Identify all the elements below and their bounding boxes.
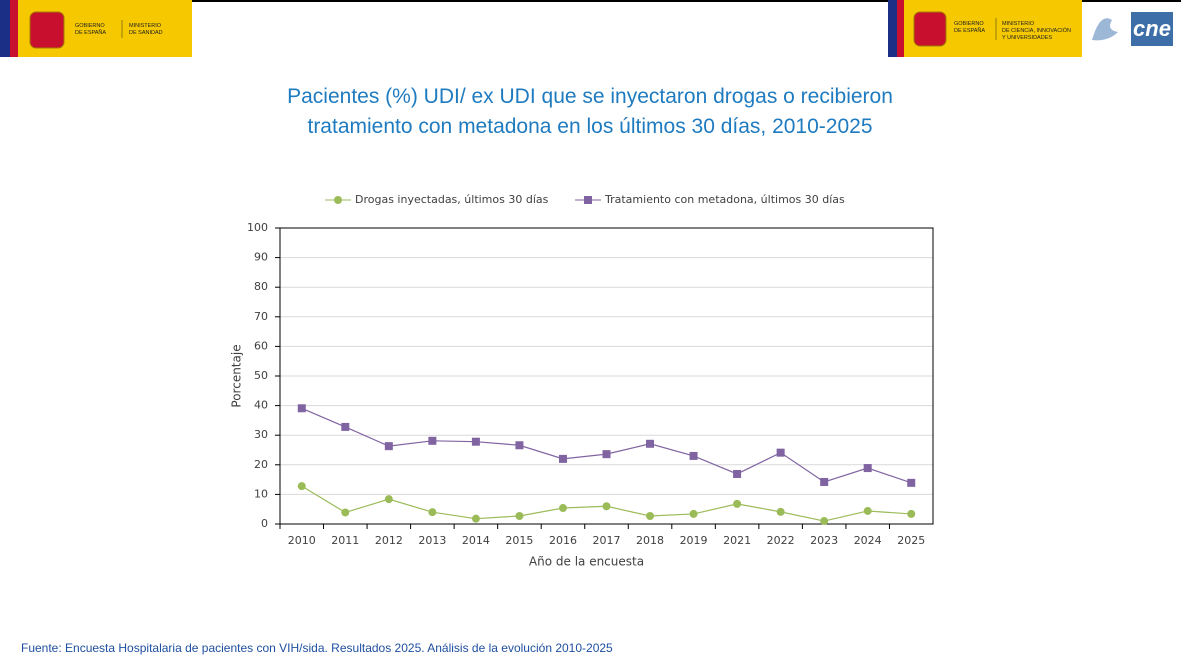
x-tick-label: 2024	[854, 534, 882, 547]
right-logo: GOBIERNO DE ESPAÑA MINISTERIO DE CIENCIA…	[888, 0, 1173, 57]
y-tick-label: 30	[254, 428, 268, 441]
y-tick-label: 70	[254, 310, 268, 323]
series-line	[301, 407, 912, 484]
data-point	[907, 478, 916, 487]
data-point	[341, 508, 350, 517]
legend-marker	[584, 196, 592, 204]
data-point	[820, 477, 829, 486]
x-tick-label: 2021	[723, 534, 751, 547]
x-tick-label: 2011	[331, 534, 359, 547]
shield	[29, 11, 65, 49]
chart-title: Pacientes (%) UDI/ ex UDI que se inyecta…	[287, 85, 893, 138]
left-logo: GOBIERNO DE ESPAÑA MINISTERIO DE SANIDAD	[0, 0, 192, 57]
data-point	[776, 448, 785, 457]
logo-text: MINISTERIO	[129, 23, 162, 29]
brand: cne	[1133, 16, 1171, 41]
data-point	[776, 507, 785, 516]
x-tick-label: 2022	[767, 534, 795, 547]
data-point	[733, 469, 742, 478]
shield	[913, 11, 947, 47]
y-tick-label: 10	[254, 487, 268, 500]
x-tick-label: 2019	[680, 534, 708, 547]
logo-stripe	[0, 0, 10, 57]
data-point	[602, 450, 611, 459]
x-tick-label: 2015	[505, 534, 533, 547]
x-tick-label: 2010	[288, 534, 316, 547]
data-point	[471, 437, 480, 446]
isciii-mark	[1092, 18, 1118, 41]
data-point	[558, 504, 567, 513]
x-tick-label: 2025	[897, 534, 925, 547]
data-point	[863, 464, 872, 473]
logo-stripe	[10, 0, 18, 57]
logo-text: DE SANIDAD	[129, 30, 163, 36]
logo-stripe	[897, 0, 904, 57]
x-tick-label: 2012	[375, 534, 403, 547]
x-tick-label: 2018	[636, 534, 664, 547]
logo-text: DE ESPAÑA	[75, 29, 106, 36]
logo-stripe	[888, 0, 897, 57]
data-point	[820, 517, 829, 526]
x-axis-title: Año de la encuesta	[529, 555, 644, 569]
logo-text: MINISTERIO	[1002, 21, 1035, 27]
logo-text: DE CIENCIA, INNOVACIÓN	[1002, 27, 1071, 34]
logo-text: DE ESPAÑA	[954, 27, 985, 34]
y-axis-title: Porcentaje	[230, 344, 244, 407]
data-point	[515, 441, 524, 450]
data-point	[646, 512, 655, 521]
logo-text: Y UNIVERSIDADES	[1002, 35, 1052, 41]
y-tick-label: 100	[247, 221, 268, 234]
data-point	[297, 404, 306, 413]
data-point	[602, 502, 611, 511]
source-note: Fuente: Encuesta Hospitalaria de pacient…	[21, 641, 613, 655]
data-point	[558, 454, 567, 463]
logo-text: GOBIERNO	[75, 23, 105, 29]
y-tick-label: 50	[254, 369, 268, 382]
legend-label: Tratamiento con metadona, últimos 30 día…	[604, 193, 845, 206]
data-point	[515, 512, 524, 521]
legend-label: Drogas inyectadas, últimos 30 días	[355, 193, 549, 206]
data-point	[384, 442, 393, 451]
x-tick-label: 2023	[810, 534, 838, 547]
plot-frame	[279, 227, 934, 525]
data-point	[907, 509, 916, 518]
x-tick-label: 2013	[418, 534, 446, 547]
data-point	[689, 509, 698, 518]
y-tick-label: 40	[254, 399, 268, 412]
x-tick-label: 2017	[593, 534, 621, 547]
data-point	[689, 451, 698, 460]
logo-text: GOBIERNO	[954, 21, 984, 27]
x-tick-label: 2016	[549, 534, 577, 547]
y-tick-label: 20	[254, 458, 268, 471]
data-point	[471, 514, 480, 523]
legend-marker	[334, 196, 342, 204]
y-tick-label: 60	[254, 339, 268, 352]
data-point	[384, 495, 393, 504]
data-point	[863, 506, 872, 515]
data-point	[428, 436, 437, 445]
y-tick-label: 0	[261, 517, 268, 530]
data-point	[428, 508, 437, 517]
data-point	[733, 499, 742, 508]
y-tick-label: 90	[254, 251, 268, 264]
x-tick-label: 2014	[462, 534, 490, 547]
data-point	[297, 482, 306, 491]
data-point	[341, 422, 350, 431]
y-tick-label: 80	[254, 280, 268, 293]
data-point	[646, 439, 655, 448]
cne-box	[1131, 12, 1173, 46]
